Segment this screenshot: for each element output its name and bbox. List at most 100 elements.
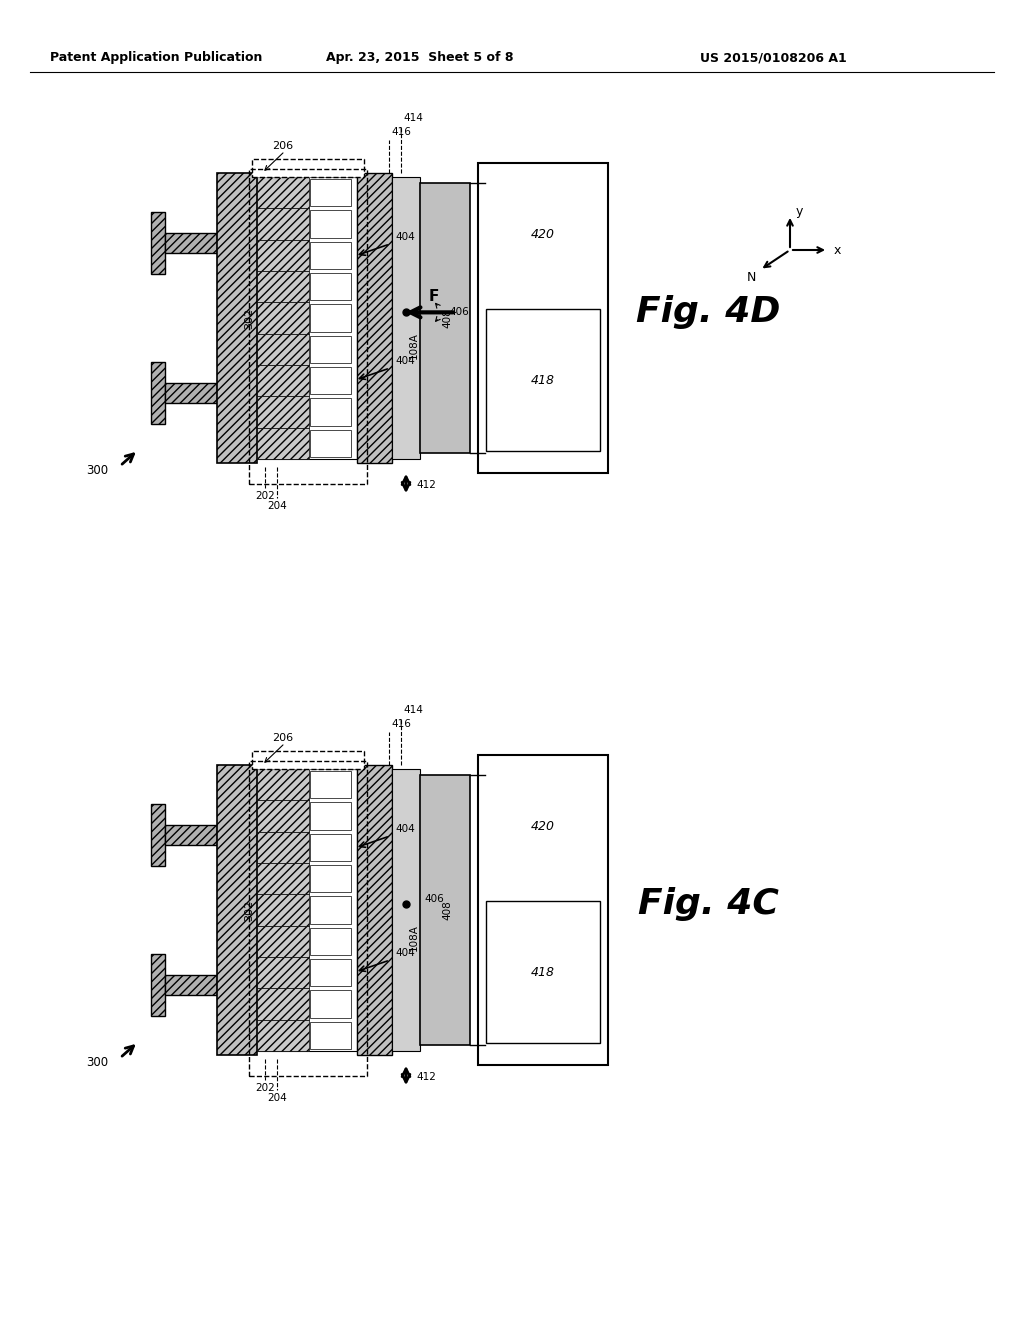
Bar — [257, 925, 309, 957]
Text: Patent Application Publication: Patent Application Publication — [50, 51, 262, 65]
Bar — [217, 173, 257, 463]
Bar — [392, 770, 420, 1051]
Bar — [310, 928, 351, 954]
Text: N: N — [746, 271, 756, 284]
Bar — [310, 865, 351, 892]
Bar — [151, 213, 165, 275]
Bar — [392, 177, 420, 459]
Bar — [257, 366, 309, 396]
Text: 412: 412 — [416, 480, 436, 490]
Bar — [478, 162, 608, 473]
Bar — [257, 957, 309, 989]
Bar — [249, 169, 367, 484]
Bar — [252, 751, 364, 770]
Text: 418: 418 — [531, 374, 555, 387]
Bar — [310, 896, 351, 924]
Text: US 2015/0108206 A1: US 2015/0108206 A1 — [700, 51, 847, 65]
Bar — [151, 804, 165, 866]
Text: 406: 406 — [449, 308, 469, 317]
Bar — [252, 158, 364, 177]
Bar — [257, 1019, 309, 1051]
Text: 420: 420 — [531, 820, 555, 833]
Bar — [478, 755, 608, 1065]
Text: 406: 406 — [424, 895, 443, 904]
Text: Apr. 23, 2015  Sheet 5 of 8: Apr. 23, 2015 Sheet 5 of 8 — [327, 51, 514, 65]
Bar — [151, 954, 165, 1016]
Text: 206: 206 — [272, 733, 294, 743]
Bar — [310, 180, 351, 206]
Text: 418: 418 — [531, 965, 555, 978]
Bar — [257, 863, 309, 895]
Bar — [257, 800, 309, 832]
Bar — [420, 775, 470, 1045]
Text: 404: 404 — [395, 948, 415, 958]
Text: 204: 204 — [267, 502, 287, 511]
Text: x: x — [834, 243, 842, 256]
Bar — [357, 173, 392, 463]
Bar — [165, 825, 217, 845]
Bar — [257, 209, 309, 240]
Text: Fig. 4D: Fig. 4D — [636, 294, 780, 329]
Text: 416: 416 — [391, 719, 411, 729]
Text: 302: 302 — [244, 899, 254, 920]
Text: 408: 408 — [442, 308, 452, 327]
Bar — [310, 242, 351, 269]
Bar — [310, 1022, 351, 1049]
Bar — [165, 383, 217, 403]
Text: 404: 404 — [395, 824, 415, 834]
Bar — [257, 770, 357, 1051]
Text: Fig. 4C: Fig. 4C — [638, 887, 778, 921]
Text: y: y — [796, 206, 804, 219]
Bar — [165, 234, 217, 253]
Bar — [357, 766, 392, 1055]
Bar — [257, 177, 357, 459]
Bar — [310, 771, 351, 799]
Bar — [420, 183, 470, 453]
Text: 202: 202 — [255, 1082, 274, 1093]
Bar — [310, 990, 351, 1018]
Bar — [486, 900, 600, 1043]
Bar — [217, 766, 257, 1055]
Bar — [486, 309, 600, 451]
Text: 416: 416 — [391, 127, 411, 137]
Text: 300: 300 — [86, 463, 108, 477]
Text: F: F — [429, 289, 439, 305]
Text: 414: 414 — [403, 114, 423, 123]
Text: 302: 302 — [244, 308, 254, 329]
Text: 420: 420 — [531, 228, 555, 240]
Bar — [310, 210, 351, 238]
Bar — [310, 367, 351, 395]
Bar — [310, 335, 351, 363]
Bar — [257, 240, 309, 271]
Text: 404: 404 — [395, 232, 415, 242]
Bar — [257, 396, 309, 428]
Text: 408: 408 — [442, 900, 452, 920]
Bar — [310, 399, 351, 425]
Text: 204: 204 — [267, 1093, 287, 1104]
Text: 108A: 108A — [409, 924, 419, 952]
Bar — [257, 770, 309, 800]
Bar — [310, 834, 351, 861]
Bar — [310, 960, 351, 986]
Text: 202: 202 — [255, 491, 274, 502]
Text: 300: 300 — [86, 1056, 108, 1068]
Text: 414: 414 — [403, 705, 423, 715]
Text: 206: 206 — [272, 141, 294, 150]
Bar — [257, 177, 309, 209]
Bar — [257, 832, 309, 863]
Bar — [310, 803, 351, 830]
Bar — [257, 895, 309, 925]
Bar — [257, 989, 309, 1019]
Bar — [310, 430, 351, 457]
Bar — [257, 302, 309, 334]
Bar — [151, 362, 165, 424]
Bar — [310, 305, 351, 331]
Bar — [257, 334, 309, 366]
Text: 412: 412 — [416, 1072, 436, 1082]
Bar — [165, 975, 217, 995]
Bar — [257, 271, 309, 302]
Bar — [257, 428, 309, 459]
Bar — [249, 762, 367, 1076]
Bar — [310, 273, 351, 301]
Text: 108A: 108A — [409, 333, 419, 359]
